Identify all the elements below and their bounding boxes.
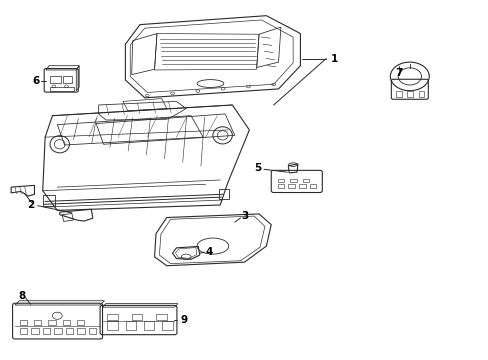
Bar [31,328,39,334]
Bar [107,321,118,330]
Bar [395,91,401,97]
Bar [50,87,74,91]
Bar [77,328,84,334]
Text: 8: 8 [18,291,25,301]
Text: 4: 4 [205,247,213,257]
Bar [299,184,305,188]
Bar [309,184,316,188]
Bar [107,314,118,320]
Bar [63,76,72,83]
Bar [20,328,27,334]
Bar [218,189,229,199]
Bar [277,179,284,182]
Bar [162,321,172,330]
Bar [66,328,73,334]
Bar [50,76,61,83]
Bar [418,91,424,97]
Bar [277,184,284,188]
Text: 5: 5 [254,163,261,173]
Bar [43,328,50,334]
Text: 2: 2 [27,200,34,210]
Text: 1: 1 [330,54,337,64]
Bar [48,320,56,325]
Bar [407,91,412,97]
Bar [143,321,154,330]
Bar [42,195,55,206]
Bar [89,328,96,334]
Bar [125,321,136,330]
Bar [289,179,296,182]
Bar [288,184,294,188]
Text: 6: 6 [33,76,40,86]
Bar [302,179,308,182]
Bar [131,314,142,320]
Text: 9: 9 [180,315,187,325]
Bar [62,320,70,325]
Bar [77,320,84,325]
Text: 3: 3 [241,211,247,221]
Bar [34,320,41,325]
Bar [20,320,27,325]
Bar [156,314,166,320]
Bar [54,328,61,334]
Text: 7: 7 [395,68,402,78]
